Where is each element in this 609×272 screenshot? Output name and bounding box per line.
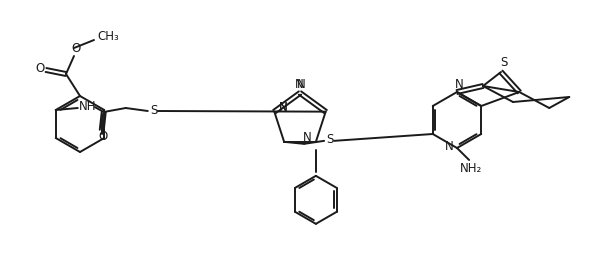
Text: S: S	[326, 133, 334, 146]
Text: N: N	[455, 78, 463, 91]
Text: O: O	[35, 63, 44, 76]
Text: N: N	[445, 140, 453, 153]
Text: N: N	[279, 101, 287, 114]
Text: O: O	[71, 42, 80, 55]
Text: NH₂: NH₂	[460, 162, 482, 175]
Text: N: N	[279, 101, 287, 114]
Text: CH₃: CH₃	[97, 30, 119, 44]
Text: N: N	[303, 131, 311, 144]
Text: N: N	[295, 79, 303, 91]
Text: NH: NH	[79, 100, 96, 113]
Text: S: S	[501, 57, 508, 70]
Text: N: N	[297, 79, 305, 91]
Text: S: S	[150, 104, 158, 118]
Text: O: O	[98, 131, 107, 144]
